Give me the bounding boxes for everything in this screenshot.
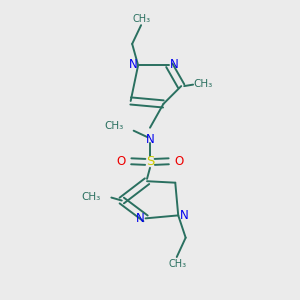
Text: N: N (128, 58, 137, 71)
Text: CH₃: CH₃ (194, 79, 213, 89)
Text: N: N (146, 133, 154, 146)
Text: O: O (175, 155, 184, 168)
Text: S: S (146, 155, 154, 168)
Text: O: O (116, 155, 125, 168)
Text: N: N (180, 209, 189, 223)
Text: CH₃: CH₃ (168, 259, 186, 269)
Text: N: N (136, 212, 145, 226)
Text: CH₃: CH₃ (82, 192, 101, 202)
Text: CH₃: CH₃ (133, 14, 151, 24)
Text: N: N (170, 58, 179, 71)
Text: CH₃: CH₃ (104, 121, 123, 130)
